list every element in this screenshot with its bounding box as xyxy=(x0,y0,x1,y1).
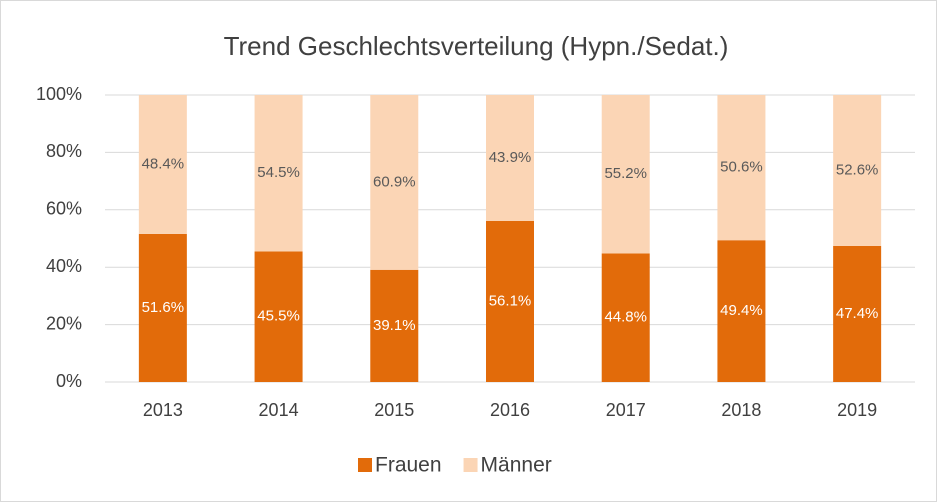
legend-swatch xyxy=(358,458,372,472)
data-label: 43.9% xyxy=(489,149,532,166)
x-tick-label: 2017 xyxy=(606,400,646,420)
data-label: 56.1% xyxy=(489,292,532,309)
bar-segment xyxy=(486,220,534,382)
bar-segment xyxy=(717,240,766,382)
x-tick-label: 2016 xyxy=(490,400,530,420)
bar-segment xyxy=(138,233,187,382)
x-tick-label: 2013 xyxy=(143,400,183,420)
y-tick-label: 80% xyxy=(46,141,82,161)
x-tick-label: 2015 xyxy=(374,400,414,420)
legend-swatch xyxy=(463,458,478,472)
legend-label: Männer xyxy=(481,454,552,477)
legend-label: Frauen xyxy=(375,454,442,477)
data-label: 48.4% xyxy=(142,155,185,172)
x-tick-label: 2014 xyxy=(259,400,299,420)
y-tick-label: 20% xyxy=(46,313,82,333)
data-label: 47.4% xyxy=(836,305,879,322)
bar-segment xyxy=(370,269,419,382)
bar-segment xyxy=(601,95,650,254)
data-label: 60.9% xyxy=(373,173,416,190)
y-tick-label: 40% xyxy=(46,256,82,276)
y-tick-label: 60% xyxy=(46,199,82,219)
data-label: 45.5% xyxy=(257,308,300,325)
data-label: 54.5% xyxy=(257,164,300,181)
bar-segment xyxy=(254,251,303,382)
x-tick-label: 2018 xyxy=(721,400,761,420)
data-label: 55.2% xyxy=(604,165,647,182)
bar-segment xyxy=(717,95,766,241)
bar-segment xyxy=(138,95,187,234)
bar-segment xyxy=(833,245,882,382)
y-tick-label: 100% xyxy=(36,84,82,104)
data-label: 49.4% xyxy=(720,302,763,319)
data-label: 44.8% xyxy=(604,309,647,326)
bar-segment xyxy=(486,95,534,221)
data-label: 52.6% xyxy=(836,161,879,178)
y-tick-label: 0% xyxy=(56,371,82,391)
bar-segment xyxy=(370,95,419,270)
bar-segment xyxy=(833,95,882,246)
bar-segment xyxy=(601,253,650,382)
x-tick-label: 2019 xyxy=(837,400,877,420)
data-label: 51.6% xyxy=(142,299,185,316)
data-label: 39.1% xyxy=(373,317,416,334)
chart-title: Trend Geschlechtsverteilung (Hypn./Sedat… xyxy=(224,31,729,61)
data-label: 50.6% xyxy=(720,159,763,176)
bar-segment xyxy=(254,95,303,252)
